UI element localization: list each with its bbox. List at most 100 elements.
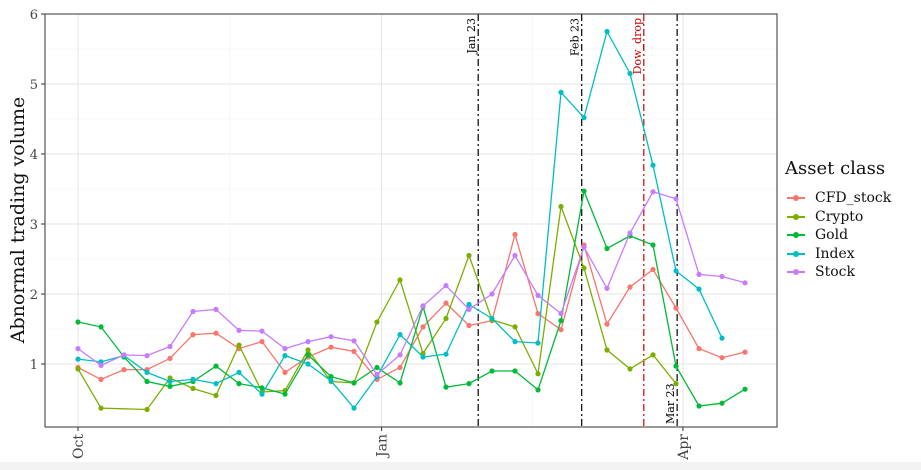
- event-lines: Jan 23 Feb 23 Dow_drop Mar 23: [465, 14, 678, 427]
- data-point: [213, 381, 219, 387]
- plot-panel-border: [44, 13, 778, 428]
- data-point: [719, 335, 725, 341]
- data-point: [512, 231, 518, 238]
- data-point: [328, 344, 334, 350]
- data-point: [121, 352, 127, 358]
- data-point: [282, 346, 288, 352]
- data-point: [627, 70, 633, 77]
- legend-label: Gold: [815, 227, 849, 244]
- data-point: [558, 311, 564, 317]
- data-point: [75, 346, 81, 352]
- data-point: [581, 115, 587, 121]
- data-point: [650, 189, 656, 195]
- legend-label: Crypto: [815, 208, 864, 225]
- data-point: [305, 339, 311, 345]
- legend-key-point: [793, 250, 799, 257]
- event-line-label: Dow_drop: [631, 18, 644, 74]
- data-point: [466, 322, 472, 329]
- data-point: [535, 311, 541, 317]
- series-line: [77, 29, 723, 410]
- data-point: [650, 266, 656, 273]
- x-tick-label: Apr: [676, 434, 692, 461]
- event-line-label: Jan 23: [465, 18, 478, 55]
- data-point: [696, 271, 702, 277]
- data-point: [213, 330, 219, 336]
- data-point: [673, 268, 679, 274]
- data-point: [443, 315, 449, 322]
- data-point: [351, 348, 357, 354]
- data-point: [466, 306, 472, 312]
- data-point: [420, 354, 426, 360]
- data-point: [535, 371, 541, 377]
- data-point: [696, 286, 702, 292]
- data-point: [190, 376, 196, 382]
- data-point: [512, 324, 518, 330]
- data-point: [167, 355, 173, 361]
- data-point: [190, 385, 196, 392]
- data-point: [144, 353, 150, 359]
- data-point: [259, 339, 265, 345]
- data-point: [167, 383, 173, 389]
- series-line: [77, 191, 746, 376]
- legend-items: CFD_stock Crypto Gold Index Stock: [785, 189, 891, 282]
- y-tick-label: 6: [30, 8, 38, 23]
- data-point: [673, 196, 679, 202]
- data-point: [443, 283, 449, 289]
- data-point: [558, 89, 564, 95]
- data-point: [328, 378, 334, 384]
- legend-key: [785, 210, 807, 224]
- event-line-label: Feb 23: [569, 18, 582, 56]
- series-line: [77, 232, 746, 381]
- data-point: [489, 315, 495, 322]
- data-point: [650, 162, 656, 168]
- legend-key: [785, 247, 807, 261]
- data-point: [558, 327, 564, 333]
- y-tick-label: 1: [30, 358, 38, 373]
- data-point: [489, 291, 495, 297]
- data-point: [236, 342, 242, 348]
- data-point: [420, 324, 426, 330]
- window-bottom-strip: [0, 462, 921, 470]
- data-point: [98, 376, 104, 382]
- y-axis-label: Abnormal trading volume: [7, 97, 29, 345]
- data-point: [167, 378, 173, 385]
- data-point: [259, 391, 265, 397]
- data-point: [535, 387, 541, 393]
- data-point: [742, 386, 748, 392]
- data-point: [719, 400, 725, 406]
- data-point: [489, 368, 495, 374]
- data-point: [236, 369, 242, 375]
- data-point: [466, 301, 472, 308]
- data-point: [328, 334, 334, 340]
- data-point: [627, 284, 633, 290]
- legend-label: Index: [815, 245, 855, 262]
- legend-key-point: [793, 232, 799, 239]
- data-point: [604, 28, 610, 35]
- legend-key: [785, 228, 807, 242]
- data-point: [673, 305, 679, 311]
- data-point: [397, 277, 403, 283]
- data-point: [719, 355, 725, 361]
- y-axis: 1 2 3 4 5 6: [30, 8, 45, 373]
- data-point: [604, 321, 610, 327]
- data-point: [144, 378, 150, 385]
- legend-title: Asset class: [785, 158, 886, 179]
- y-tick-label: 5: [30, 78, 38, 93]
- data-point: [535, 292, 541, 298]
- legend-item: Index: [785, 245, 891, 264]
- data-point: [581, 188, 587, 194]
- x-tick-label: Jan: [375, 434, 391, 459]
- data-point: [98, 324, 104, 330]
- data-point: [604, 245, 610, 252]
- data-point: [627, 366, 633, 372]
- y-tick-label: 3: [30, 218, 38, 233]
- data-point: [673, 363, 679, 369]
- x-axis: Oct Jan Apr: [71, 427, 692, 461]
- data-point: [167, 343, 173, 350]
- legend-label: CFD_stock: [815, 190, 892, 207]
- data-point: [397, 364, 403, 371]
- legend-key: [785, 191, 807, 205]
- data-point: [213, 392, 219, 399]
- data-point: [75, 319, 81, 325]
